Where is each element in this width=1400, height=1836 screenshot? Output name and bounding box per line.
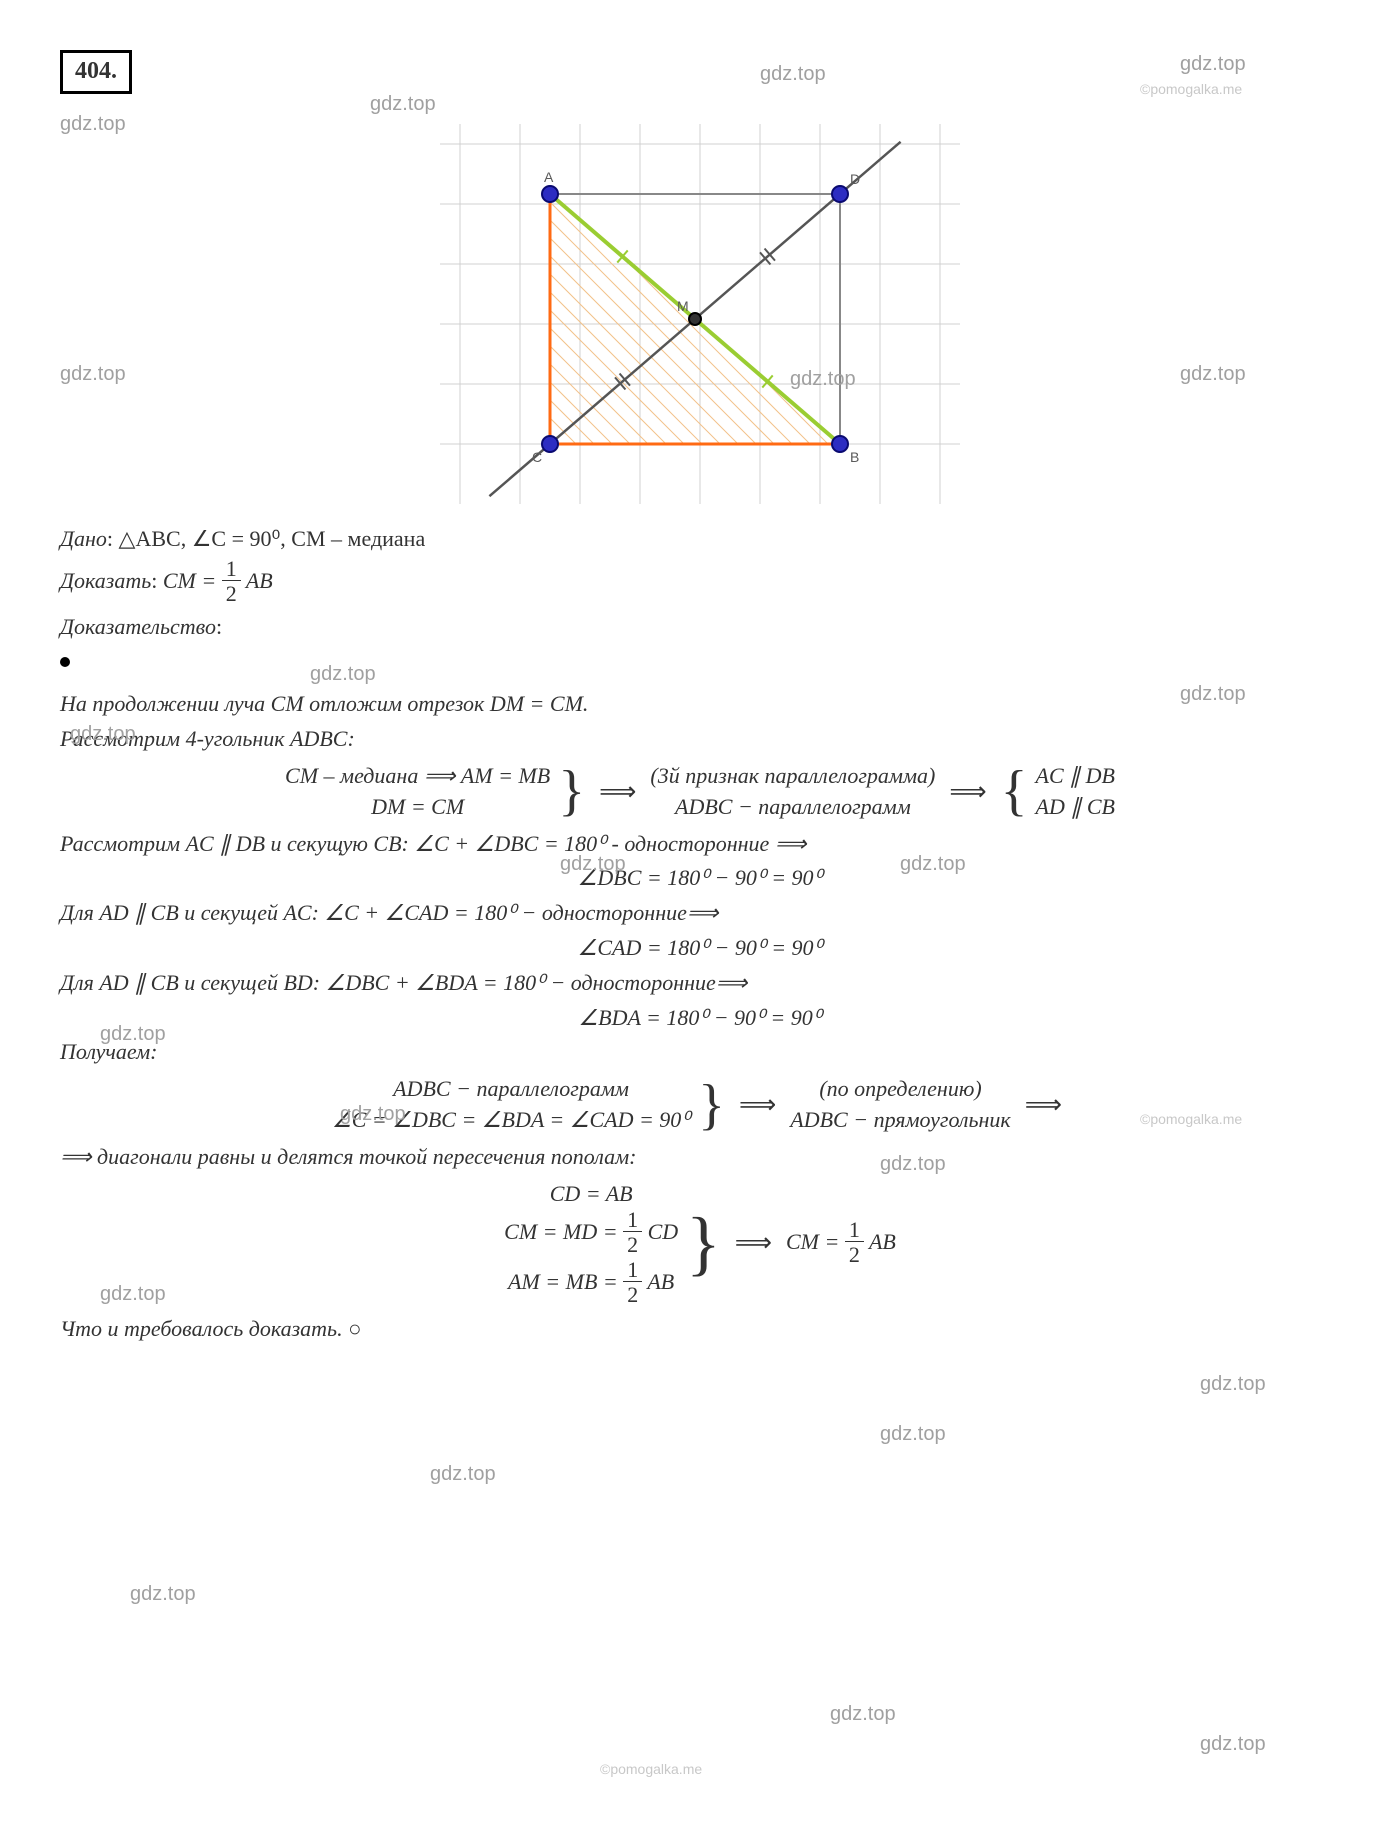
arrow-icon: ⟹ — [943, 774, 992, 810]
watermark-text: gdz.top — [760, 60, 826, 88]
geometry-diagram: A D C B M — [440, 124, 960, 504]
proof-step-3b: ∠DBC = 180⁰ − 90⁰ = 90⁰ — [60, 863, 1340, 894]
svg-text:B: B — [850, 449, 859, 465]
watermark-text: gdz.top — [1180, 50, 1246, 78]
svg-text:M: M — [677, 298, 689, 314]
watermark-text: gdz.top — [310, 660, 376, 688]
brace-icon: } — [558, 769, 585, 814]
block3-right: CM = 12 AB — [786, 1219, 896, 1268]
watermark-text: gdz.top — [880, 1420, 946, 1448]
svg-text:A: A — [544, 169, 554, 185]
problem-number: 404. — [60, 50, 132, 94]
proof-step-2: Рассмотрим 4-угольник ADBC: — [60, 724, 1340, 755]
watermark-text: gdz.top — [830, 1700, 896, 1728]
block2-right: (по определению) ADBC − прямоугольник — [790, 1074, 1010, 1136]
proof-step-1: На продолжении луча CM отложим отрезок D… — [60, 689, 1340, 720]
qed-line: Что и требовалось доказать. ○ — [60, 1314, 1340, 1345]
arrow-icon: ⟹ — [593, 774, 642, 810]
svg-text:C: C — [532, 449, 542, 465]
svg-text:D: D — [850, 171, 860, 187]
block1-left: CM – медиана ⟹ AM = MB DM = CM — [285, 761, 550, 823]
brace-icon: } — [686, 1218, 721, 1268]
proof-step-6: Получаем: — [60, 1037, 1340, 1068]
block3-left: CD = AB CM = MD = 12 CD AM = MB = 12 AB — [504, 1179, 678, 1309]
arrow-icon: ⟹ — [1019, 1087, 1068, 1123]
prove-line: Доказать: CM = 1 2 AB — [60, 558, 1340, 607]
derivation-block-3: CD = AB CM = MD = 12 CD AM = MB = 12 AB … — [60, 1179, 1340, 1309]
block1-mid: (3й признак параллелограмма) ADBC − пара… — [650, 761, 935, 823]
given-text: : △ABC, ∠C = 90⁰, CM – медиана — [107, 526, 425, 551]
watermark-text: gdz.top — [1200, 1370, 1266, 1398]
derivation-block-1: CM – медиана ⟹ AM = MB DM = CM } ⟹ (3й п… — [60, 761, 1340, 823]
diagram-container: A D C B M — [60, 124, 1340, 504]
watermark-text: ©pomogalka.me — [1140, 80, 1242, 100]
block2-left: ADBC − параллелограмм ∠C = ∠DBC = ∠BDA =… — [332, 1074, 690, 1136]
watermark-text: ©pomogalka.me — [600, 1760, 702, 1780]
prove-cm: CM = — [163, 568, 222, 593]
prove-ab: AB — [246, 568, 273, 593]
proof-step-7: ⟹ диагонали равны и делятся точкой перес… — [60, 1142, 1340, 1173]
block1-right: AC ∥ DB AD ∥ CB — [1036, 761, 1115, 823]
given-label: Дано — [60, 526, 107, 551]
prove-label: Доказать — [60, 568, 151, 593]
proof-label: Доказательство — [60, 614, 216, 639]
proof-step-3a: Рассмотрим AC ∥ DB и секущую CB: ∠C + ∠D… — [60, 829, 1340, 860]
brace-left-icon: { — [1001, 769, 1028, 814]
watermark-text: gdz.top — [430, 1460, 496, 1488]
arrow-icon: ⟹ — [733, 1087, 782, 1123]
watermark-text: gdz.top — [1200, 1730, 1266, 1758]
watermark-text: gdz.top — [370, 90, 436, 118]
watermark-text: gdz.top — [130, 1580, 196, 1608]
derivation-block-2: ADBC − параллелограмм ∠C = ∠DBC = ∠BDA =… — [60, 1074, 1340, 1136]
proof-step-5a: Для AD ∥ CB и секущей BD: ∠DBC + ∠BDA = … — [60, 968, 1340, 999]
fraction-half: 1 2 — [222, 558, 241, 607]
brace-icon: } — [698, 1083, 725, 1128]
given-line: Дано: △ABC, ∠C = 90⁰, CM – медиана — [60, 524, 1340, 555]
proof-label-line: Доказательство: — [60, 612, 1340, 643]
arrow-icon: ⟹ — [729, 1225, 778, 1261]
bullet-icon — [60, 657, 70, 667]
proof-step-4a: Для AD ∥ CB и секущей AC: ∠C + ∠CAD = 18… — [60, 898, 1340, 929]
proof-step-5b: ∠BDA = 180⁰ − 90⁰ = 90⁰ — [60, 1003, 1340, 1034]
proof-step-4b: ∠CAD = 180⁰ − 90⁰ = 90⁰ — [60, 933, 1340, 964]
